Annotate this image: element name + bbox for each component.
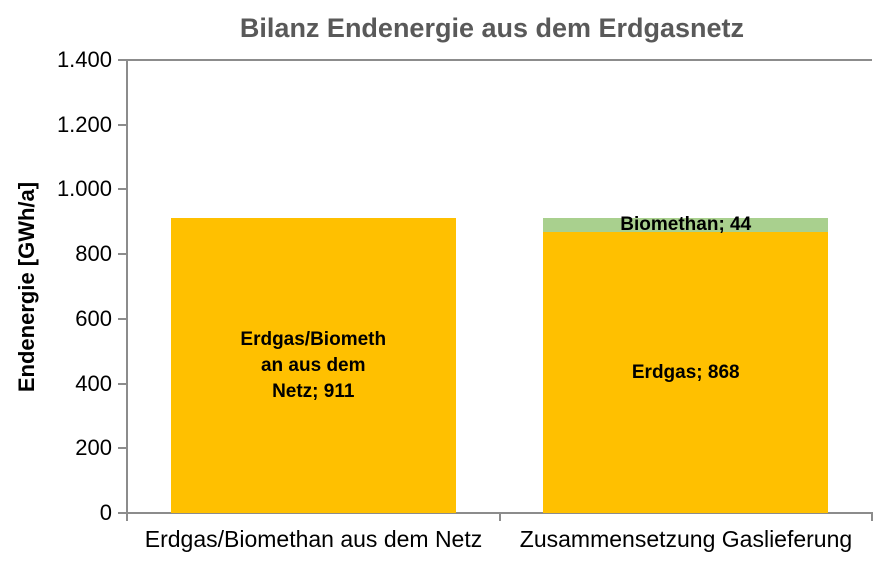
bar-segment-label-line: Erdgas/Biometh (240, 328, 387, 350)
y-axis-tick-label: 1.400 (56, 47, 112, 72)
y-axis-tick-label: 800 (75, 241, 112, 267)
x-category-label-1: Erdgas/Biomethan aus dem Netz (144, 526, 483, 552)
y-axis-tick-label: 1.000 (56, 176, 112, 202)
y-axis-tick (118, 512, 127, 514)
x-category-label-2: Zusammensetzung Gaslieferung (519, 526, 853, 552)
bar-segment-label-line: Erdgas; 868 (631, 361, 740, 383)
x-axis-tick (871, 513, 873, 521)
bar-segment-label-line: Netz; 911 (272, 380, 355, 402)
y-axis-tick (118, 123, 127, 126)
bar-segment-label: Biomethan; 44 (543, 212, 828, 238)
y-axis-tick-label: 400 (75, 370, 112, 396)
y-axis-tick-label: 200 (75, 435, 112, 461)
y-axis-tick-label: 0 (99, 500, 112, 525)
x-axis-tick (126, 513, 128, 521)
y-axis-line (126, 60, 128, 513)
bar-segment-label-line: an aus dem (260, 354, 366, 376)
bar-segment-label-line: Biomethan; 44 (620, 214, 752, 235)
plot-area: Erdgas/Biometh an aus dem Netz; 911 Erdgas;… (127, 60, 872, 513)
bar-segment-erdgas: Erdgas; 868 (543, 232, 829, 513)
x-axis-tick (498, 513, 501, 521)
y-axis-tick (118, 188, 127, 191)
y-axis-tick-label: 1.200 (56, 111, 112, 137)
bar-segment-biomethan: Biomethan; 44 (543, 214, 829, 235)
y-axis-tick (118, 447, 127, 450)
y-axis-tick (118, 317, 127, 320)
x-axis-line (119, 512, 873, 514)
y-axis-tick-label: 600 (75, 305, 112, 331)
y-axis-tick (118, 59, 127, 61)
y-axis-tick (118, 253, 127, 256)
y-axis-tick (118, 382, 127, 385)
bar-segment-erdgas-biomethan-aus-dem-netz: Erdgas/Biometh an aus dem Netz; 911 (170, 218, 456, 513)
chart-title: Bilanz Endenergie aus dem Erdgasnetz (239, 13, 745, 43)
bar-segment-label: Erdgas; 868 (543, 360, 828, 386)
y-axis-title: Endenergie [GWh/a] (14, 181, 39, 392)
bar-segment-label: Erdgas/Biometh an aus dem Netz; 911 (171, 327, 456, 405)
gridline-top (127, 59, 872, 61)
